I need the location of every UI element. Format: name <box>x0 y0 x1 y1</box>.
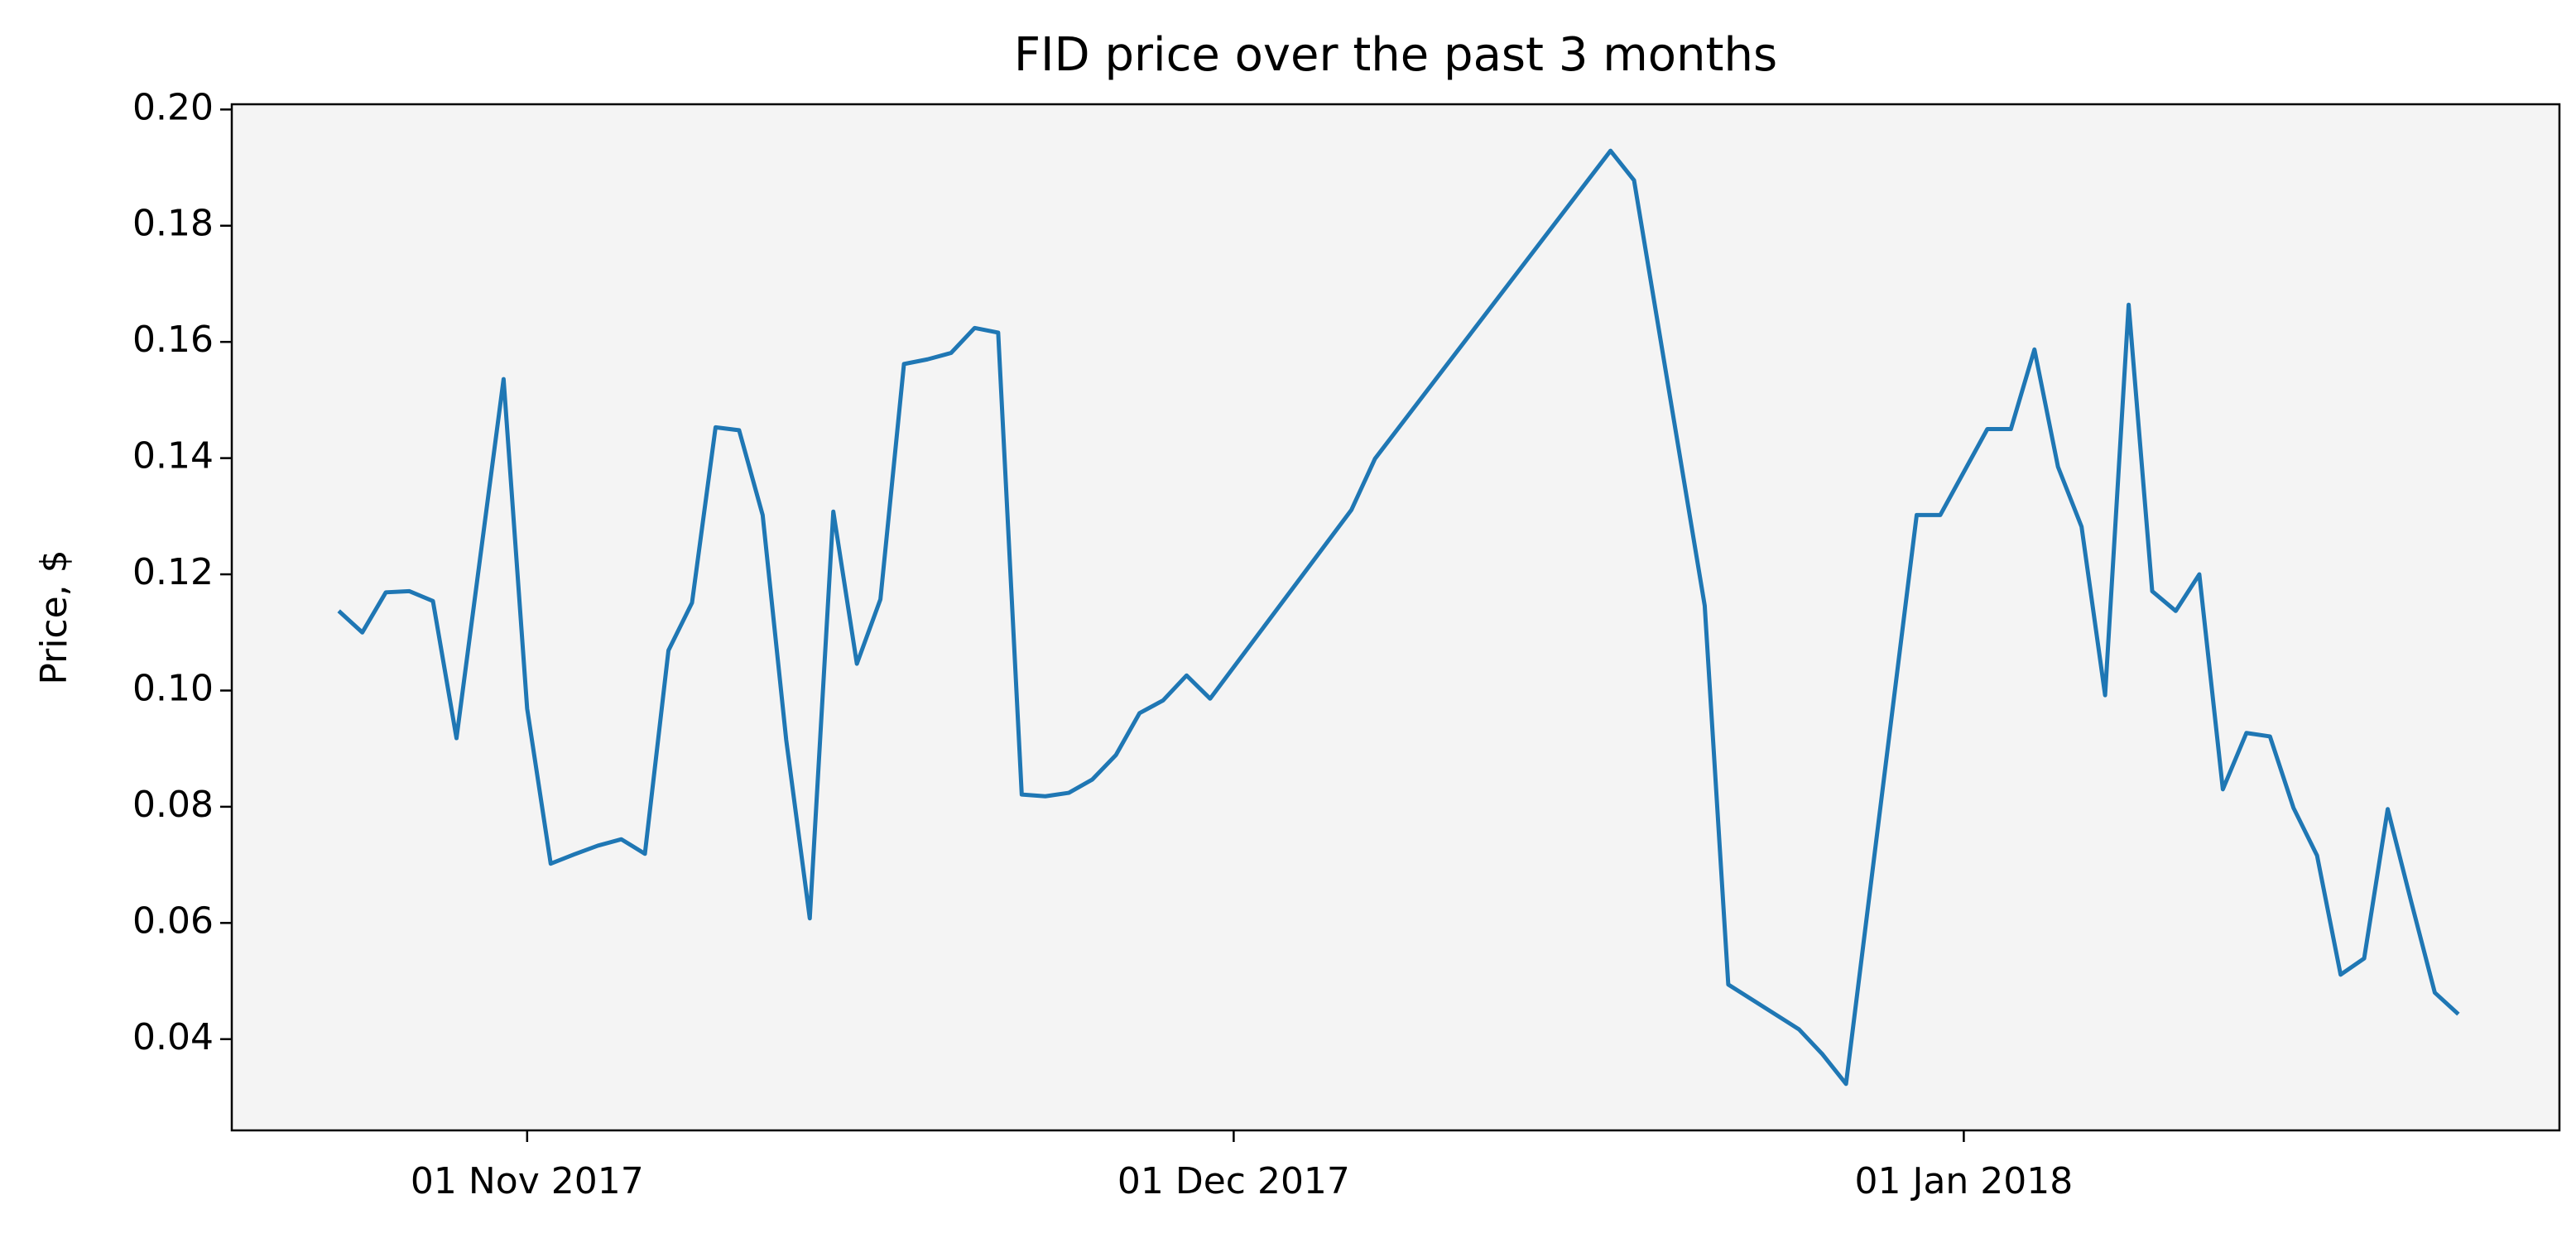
y-axis-label: Price, $ <box>33 549 75 684</box>
y-tick-label: 0.18 <box>132 203 214 245</box>
x-tick-label: 01 Nov 2017 <box>411 1160 644 1202</box>
price-line <box>337 148 2460 1087</box>
y-tick-label: 0.04 <box>132 1016 214 1058</box>
y-tick-label: 0.08 <box>132 784 214 826</box>
y-tick-label: 0.20 <box>132 86 214 128</box>
chart-title: FID price over the past 3 months <box>1014 28 1777 82</box>
plot-frame <box>230 103 2561 1132</box>
y-tick-label: 0.06 <box>132 900 214 942</box>
y-tick-label: 0.12 <box>132 551 214 593</box>
y-tick-label: 0.14 <box>132 435 214 477</box>
y-tick-label: 0.16 <box>132 319 214 361</box>
y-tick-label: 0.10 <box>132 667 214 709</box>
x-tick-label: 01 Dec 2017 <box>1117 1160 1350 1202</box>
x-tick-label: 01 Jan 2018 <box>1855 1160 2074 1202</box>
plot-background <box>232 104 2559 1130</box>
